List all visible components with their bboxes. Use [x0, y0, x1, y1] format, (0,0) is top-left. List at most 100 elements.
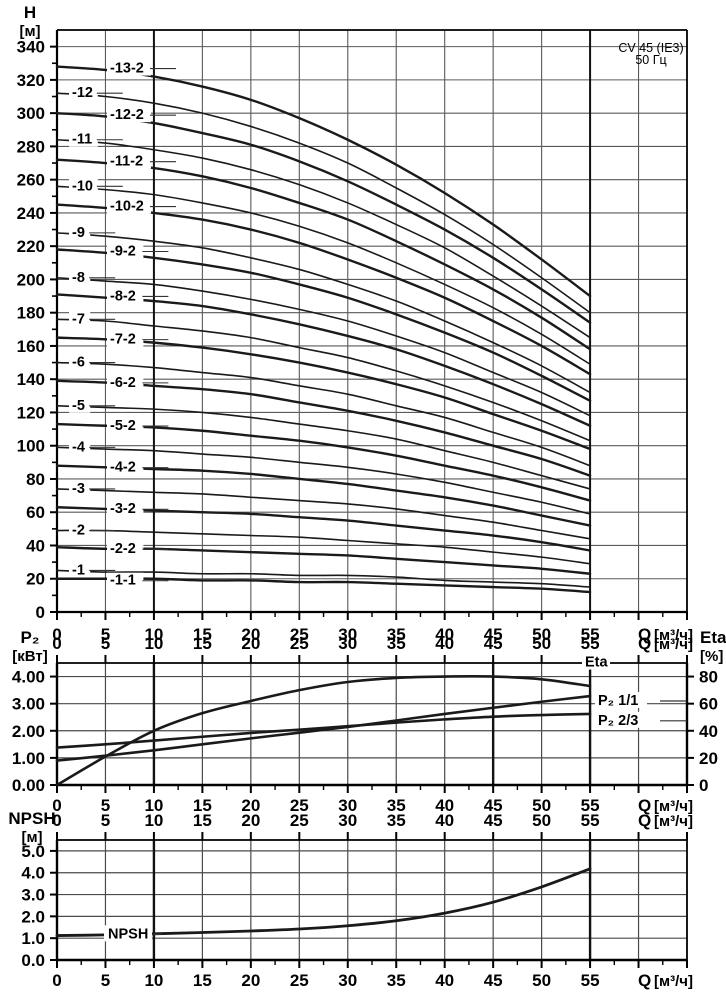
y-tick-label: 280	[17, 137, 45, 156]
curve-label: -2-2	[110, 541, 136, 557]
x-tick-label-bottom: 20	[241, 796, 260, 815]
head-curve	[56, 276, 591, 417]
y-tick-label: 320	[17, 71, 45, 90]
x-tick-label-top: 25	[290, 811, 309, 830]
head-curve	[55, 379, 592, 477]
curve-label: -4	[72, 439, 85, 455]
p2-tick-label: 4.00	[12, 668, 45, 687]
p2-axis-unit: [кВт]	[12, 648, 47, 665]
x-tick-label-bottom: 55	[581, 971, 600, 990]
npsh-axis-unit: [м]	[21, 829, 42, 846]
curve-label: -6	[72, 355, 85, 371]
x-tick-label-top: 15	[193, 811, 212, 830]
title-box: CV 45 (IE3)50 Гц	[618, 41, 683, 67]
eta-tick-label: 0	[699, 776, 708, 795]
curve-label: -10-2	[110, 199, 144, 215]
y-tick-label: 160	[17, 337, 45, 356]
y-tick-label: 180	[17, 304, 45, 323]
curve-label: -1-1	[110, 573, 136, 589]
y-tick-label: 200	[17, 270, 45, 289]
eta-tick-label: 60	[699, 695, 718, 714]
curve-label: -11	[72, 132, 92, 148]
x-tick-label-top: 25	[290, 634, 309, 653]
label-bg	[107, 107, 151, 123]
x-tick-label-top: 10	[144, 634, 163, 653]
npsh-chart: 0.0 1.0 2.0 3.0 4.0 5.0 NPSH [м] 0 5 10 15 20 25 30 35 4…	[0, 808, 726, 1000]
curve-label: -4-2	[110, 460, 136, 476]
x-tick-label-bottom: 45	[484, 971, 503, 990]
head-curve	[55, 336, 592, 451]
x-tick-label-bottom: 5	[101, 971, 110, 990]
y-tick-label: 120	[17, 403, 45, 422]
x-tick-label: 5	[101, 625, 110, 644]
head-curve	[55, 577, 592, 594]
x-tick-label-top: 55	[581, 811, 600, 830]
label-bg	[69, 439, 91, 455]
x-tick-label-top: 30	[338, 634, 357, 653]
x-axis-title-bottom: Q	[638, 796, 651, 815]
x-tick-label-top: 15	[193, 634, 212, 653]
x-tick-label: 55	[581, 625, 600, 644]
power-efficiency-chart: 0.00 1.00 2.00 3.00 4.00 P₂ [кВт] 0 20 40 60 80 Eta[…	[0, 625, 726, 815]
x-tick-label: 25	[290, 625, 309, 644]
title-line-2: 50 Гц	[635, 53, 666, 67]
label-bg	[107, 459, 144, 475]
p2-tick-label: 0.00	[12, 776, 45, 795]
eta-axis-unit: [%]	[700, 648, 723, 665]
curve-label: -7-2	[110, 332, 136, 348]
x-axis-unit-bottom: [м³/ч]	[654, 973, 693, 990]
curve-label: -9	[72, 225, 85, 241]
x-tick-label-bottom: 25	[290, 971, 309, 990]
power-curve	[55, 694, 592, 762]
npsh-tick-label: 2.0	[21, 907, 45, 926]
curve-label: -8	[72, 270, 85, 286]
curve-label: -3	[72, 481, 85, 497]
eta-axis-title: Eta	[700, 628, 726, 647]
curve-label: -6-2	[110, 375, 136, 391]
x-tick-label-bottom: 20	[241, 971, 260, 990]
y-axis-unit: [м]	[19, 23, 40, 40]
head-curve	[56, 405, 591, 490]
x-tick-label-bottom: 15	[193, 796, 212, 815]
head-curve	[56, 446, 591, 515]
x-tick-label-top: 5	[101, 634, 110, 653]
npsh-plot-area	[57, 840, 687, 960]
curve-label: -1	[72, 562, 85, 578]
x-tick-label-bottom: 10	[144, 796, 163, 815]
npsh-tick-label: 4.0	[21, 864, 45, 883]
label-bg	[107, 288, 144, 304]
label-bg	[69, 562, 91, 578]
x-axis-unit-top: [м³/ч]	[654, 636, 693, 653]
curve-label: -12-2	[110, 107, 144, 123]
label-bg	[69, 178, 98, 194]
label-bg	[107, 501, 144, 517]
label-bg	[69, 131, 98, 147]
npsh-tick-label: 3.0	[21, 886, 45, 905]
x-tick-label-top: 40	[435, 811, 454, 830]
x-tick-label-bottom: 0	[52, 796, 61, 815]
x-tick-label: 45	[484, 625, 503, 644]
label-bg	[69, 522, 91, 538]
curve-label: -9-2	[110, 243, 136, 259]
curve-label: -10	[72, 178, 93, 194]
y-tick-label: 40	[26, 536, 45, 555]
p2-tick-label: 3.00	[12, 695, 45, 714]
x-tick-label: 10	[144, 625, 163, 644]
label-bg	[107, 153, 151, 169]
head-curve	[56, 488, 591, 540]
x-tick-label: 40	[435, 625, 454, 644]
power-curve	[55, 712, 592, 749]
x-tick-label-top: 35	[387, 811, 406, 830]
x-axis-title-bottom: Q	[638, 971, 651, 990]
p2-axis-title: P₂	[21, 628, 40, 647]
curve-label: -3-2	[110, 501, 136, 517]
power-curve	[55, 674, 592, 787]
x-tick-label-top: 0	[52, 634, 61, 653]
head-curve	[55, 506, 592, 552]
x-tick-label-bottom: 40	[435, 796, 454, 815]
y-tick-label: 60	[26, 503, 45, 522]
x-tick-label-bottom: 45	[484, 796, 503, 815]
x-tick-label-bottom: 35	[387, 796, 406, 815]
x-tick-label-bottom: 55	[581, 796, 600, 815]
x-tick-label-top: 35	[387, 634, 406, 653]
